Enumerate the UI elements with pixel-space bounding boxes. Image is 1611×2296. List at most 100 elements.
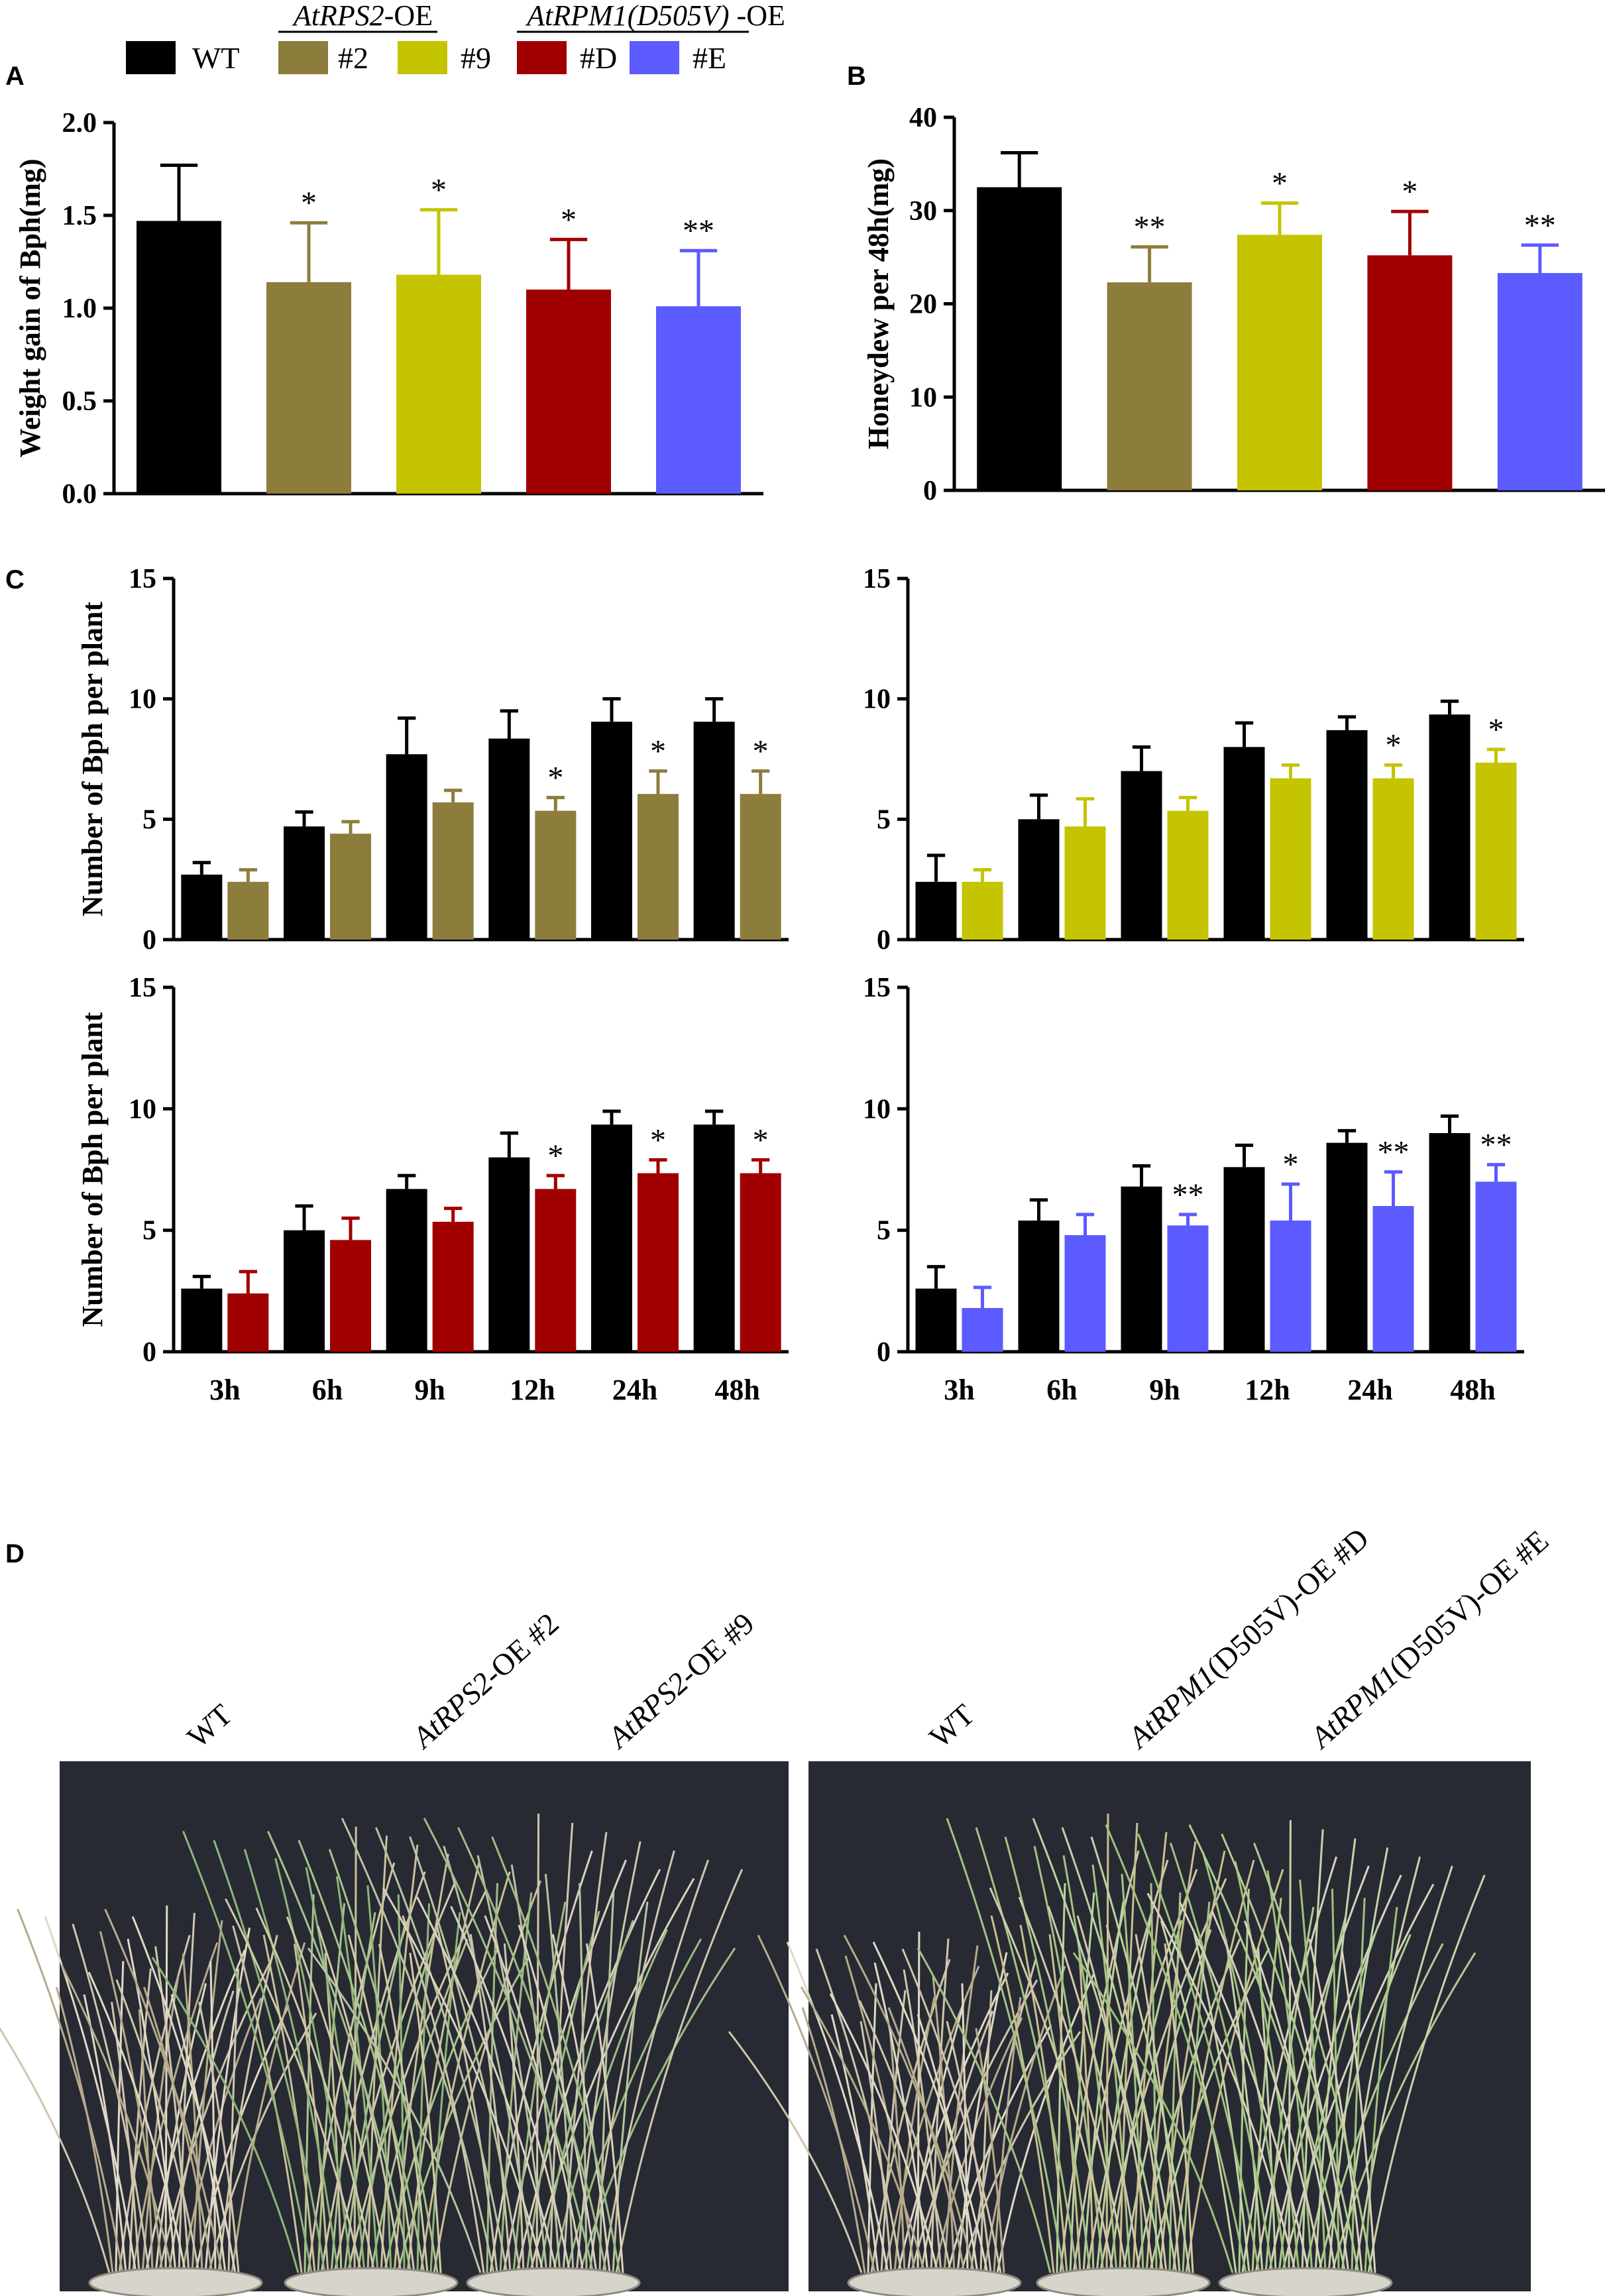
legend-swatch-0 — [126, 41, 176, 74]
legend-group1-suffix: -OE — [384, 0, 433, 32]
plant-leaf-2-16 — [443, 1845, 535, 2273]
chart-c3-ylabel: Number of Bph per plant — [76, 1012, 109, 1327]
legend-group2-suffix: -OE — [730, 0, 785, 32]
pot-right-1 — [847, 2267, 1022, 2296]
plant-leaf-2-13 — [503, 1943, 525, 2273]
plant-leaf-1-0 — [151, 1957, 300, 2273]
chart-a-bar-3 — [526, 290, 611, 494]
plant-leaf-2-42 — [1252, 1842, 1373, 2273]
plant-leaf-2-2 — [1238, 1888, 1250, 2273]
plant-leaf-2-32 — [579, 1883, 588, 2273]
legend-group1-label: AtRPS2-OE — [292, 0, 433, 32]
plant-leaf-2-12 — [1169, 1842, 1274, 2273]
chart-c3-sig-5-b: * — [753, 1122, 769, 1158]
plant-leaf-1-40 — [429, 1912, 461, 2273]
plant-leaf-1-8 — [975, 1827, 1078, 2273]
chart-c4-xtick-label-0: 3h — [944, 1374, 974, 1406]
photo-left-labels: WT AtRPS2-OE #2 AtRPS2-OE #9 — [181, 1606, 761, 1755]
plant-leaf-0-32 — [961, 1983, 969, 2273]
chart-a-bar-4 — [656, 306, 741, 494]
plant-photo-right — [728, 1761, 1531, 2296]
plant-leaf-0-32 — [209, 1961, 217, 2273]
chart-c3-sig-4-b: * — [650, 1122, 666, 1158]
chart-c1-bar-3-a — [488, 738, 530, 940]
chart-c4-bar-4-a — [1326, 1142, 1368, 1352]
chart-c3-bar-3-a — [488, 1157, 530, 1352]
plant-leaf-2-15 — [529, 1878, 695, 2273]
plant-leaf-2-36 — [1351, 1898, 1366, 2273]
plant-leaf-0-29 — [204, 1927, 251, 2273]
plant-leaf-0-19 — [800, 1986, 926, 2273]
chart-c3-xtick-label-5: 48h — [714, 1374, 759, 1406]
plant-leaf-0-36 — [979, 1990, 993, 2273]
chart-a-ytick-label-0: 0.0 — [62, 479, 97, 510]
chart-c3-bar-2-b — [432, 1221, 474, 1352]
plant-leaf-1-28 — [366, 1885, 392, 2273]
plant-leaf-2-38 — [457, 1827, 608, 2273]
plant-leaf-2-30 — [579, 1947, 736, 2273]
chart-c3-bar-5-b — [740, 1173, 781, 1352]
plant-leaf-2-20 — [1234, 1861, 1300, 2273]
plant-leaf-0-23 — [829, 1993, 939, 2273]
plant-leaf-2-39 — [1308, 1938, 1363, 2273]
plant-leaf-1-41 — [1185, 1869, 1284, 2273]
chart-c2-bar-2-a — [1121, 771, 1162, 940]
plant-leaf-0-27 — [858, 2000, 952, 2273]
plant-leaf-1-34 — [267, 1830, 412, 2273]
chart-c4-ytick-label-3: 15 — [863, 973, 891, 1003]
chart-a-ylabel: Weight gain of Bph(mg) — [14, 158, 46, 457]
panel-letter-c: C — [5, 565, 25, 594]
plant-leaf-0-25 — [943, 1945, 979, 2273]
panel-letter-d: D — [5, 1539, 25, 1568]
plant-leaf-1-2 — [304, 1894, 315, 2273]
plant-leaf-2-21 — [1301, 1829, 1324, 2273]
photo-label-left-rps2-2: AtRPS2-OE #2 — [404, 1606, 565, 1755]
chart-c2-bar-4-a — [1326, 730, 1368, 940]
plant-leaf-1-4 — [182, 1831, 313, 2273]
plant-leaf-0-34 — [843, 1934, 975, 2273]
plant-leaf-2-1 — [1160, 1920, 1237, 2273]
chart-c3-bar-1-a — [284, 1230, 325, 1352]
plant-leaf-2-40 — [612, 1901, 649, 2273]
chart-c1-bar-4-b — [638, 794, 679, 940]
legend-swatch-4 — [630, 41, 679, 74]
legend-label-0: WT — [192, 41, 240, 75]
plant-leaf-1-23 — [255, 1907, 376, 2273]
chart-c1-sig-3-b: * — [547, 761, 563, 796]
plant-leaf-0-4 — [757, 1934, 876, 2273]
plant-leaf-2-37 — [602, 1859, 710, 2273]
plant-leaf-2-6 — [1251, 1898, 1282, 2273]
chart-panel-c3: 0 5 10 15 Number of Bph per plant 3h 6h 9h * 12h *… — [76, 973, 789, 1406]
legend-swatch-2 — [398, 41, 447, 74]
chart-c4-bar-3-b — [1270, 1221, 1311, 1352]
plant-leaf-1-8 — [213, 1839, 326, 2273]
plant-leaf-0-4 — [17, 1908, 124, 2273]
plant-leaf-1-21 — [1119, 1822, 1139, 2273]
chart-c4-ytick-label-0: 0 — [877, 1337, 891, 1368]
plant-leaf-0-14 — [907, 2003, 965, 2273]
plant-photo-left — [0, 1761, 789, 2296]
plant-leaf-0-5 — [830, 2014, 879, 2273]
chart-c3-bar-2-a — [386, 1189, 427, 1352]
chart-c3-bar-4-b — [638, 1173, 679, 1352]
chart-c1-bar-1-b — [330, 834, 371, 940]
chart-b-ytick-label-1: 10 — [909, 382, 937, 413]
plant-leaf-0-34 — [104, 1908, 223, 2273]
chart-c2-bar-5-b — [1475, 762, 1517, 940]
chart-c4-bar-0-b — [962, 1308, 1003, 1352]
chart-c3-ytick-label-1: 5 — [142, 1216, 156, 1246]
chart-c4-bar-1-a — [1018, 1221, 1060, 1352]
plant-leaf-2-20 — [476, 1855, 548, 2273]
chart-c2-sig-5-b: * — [1488, 712, 1504, 747]
plant-leaf-2-40 — [1364, 1906, 1398, 2273]
chart-c3-ytick-label-0: 0 — [142, 1337, 156, 1368]
plant-leaf-0-35 — [170, 1994, 227, 2273]
plant-leaf-1-39 — [1135, 1934, 1181, 2273]
chart-panel-c1: 0 5 10 15 Number of Bph per plant * * * — [76, 564, 789, 956]
plant-leaf-0-13 — [138, 2009, 154, 2273]
chart-c1-bar-4-a — [591, 722, 632, 940]
photo-label-right-wt: WT — [923, 1698, 981, 1755]
legend-entries: WT #2 #9 #D #E — [126, 41, 726, 75]
chart-c1-sig-5-b: * — [753, 734, 769, 769]
